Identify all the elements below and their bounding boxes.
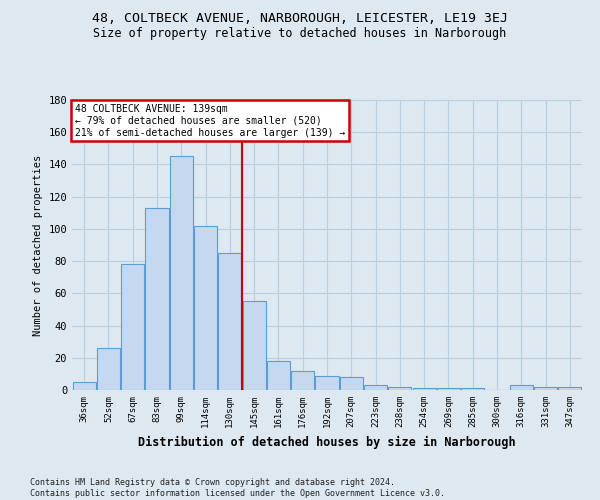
Text: 48 COLTBECK AVENUE: 139sqm
← 79% of detached houses are smaller (520)
21% of sem: 48 COLTBECK AVENUE: 139sqm ← 79% of deta… [74, 104, 345, 138]
X-axis label: Distribution of detached houses by size in Narborough: Distribution of detached houses by size … [138, 436, 516, 448]
Bar [242, 302, 266, 390]
Bar [145, 208, 169, 390]
Bar [97, 348, 120, 390]
Bar [559, 387, 581, 390]
Bar [437, 388, 460, 390]
Bar [218, 253, 241, 390]
Bar [170, 156, 193, 390]
Bar [267, 361, 290, 390]
Text: Size of property relative to detached houses in Narborough: Size of property relative to detached ho… [94, 28, 506, 40]
Bar [461, 388, 484, 390]
Bar [340, 377, 363, 390]
Bar [364, 385, 387, 390]
Bar [316, 376, 338, 390]
Bar [194, 226, 217, 390]
Bar [73, 382, 95, 390]
Bar [534, 387, 557, 390]
Y-axis label: Number of detached properties: Number of detached properties [33, 154, 43, 336]
Bar [291, 370, 314, 390]
Bar [388, 387, 412, 390]
Bar [121, 264, 144, 390]
Bar [413, 388, 436, 390]
Text: Contains HM Land Registry data © Crown copyright and database right 2024.
Contai: Contains HM Land Registry data © Crown c… [30, 478, 445, 498]
Bar [510, 385, 533, 390]
Text: 48, COLTBECK AVENUE, NARBOROUGH, LEICESTER, LE19 3EJ: 48, COLTBECK AVENUE, NARBOROUGH, LEICEST… [92, 12, 508, 26]
